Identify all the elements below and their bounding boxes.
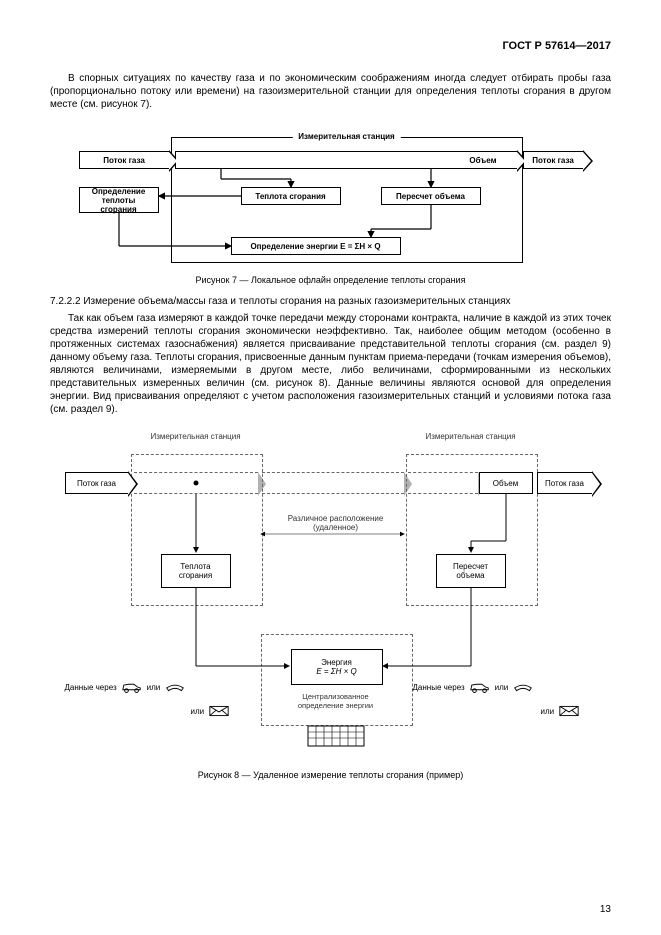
- fig8-center-label: Централизованное определение энергии: [281, 692, 391, 710]
- mail-icon: [558, 704, 580, 718]
- fig7-flow-right-label: Поток газа: [532, 156, 574, 165]
- fig8-energy-label: Энергия: [321, 658, 352, 667]
- fig8-station-label-left: Измерительная станция: [131, 432, 261, 441]
- fig7-vol-box: Пересчет объема: [381, 187, 481, 205]
- page: ГОСТ Р 57614—2017 В спорных ситуациях по…: [0, 0, 661, 935]
- fig8-data-left: Данные через или: [65, 680, 187, 694]
- fig8-caption: Рисунок 8 — Удаленное измерение теплоты …: [50, 770, 611, 780]
- fig7-offline-box: Определение теплоты сгорания: [79, 187, 159, 213]
- fig8-data-right2: или: [541, 704, 581, 718]
- fig7-heat-box: Теплота сгорания: [241, 187, 341, 205]
- fig8-various-label: Различное расположение (удаленное): [271, 514, 401, 532]
- car-icon: [469, 680, 491, 694]
- fig7-flow-right: Поток газа: [523, 151, 583, 169]
- fig7-station-label: Измерительная станция: [292, 132, 400, 141]
- mail-icon: [208, 704, 230, 718]
- fig8-station-label-right: Измерительная станция: [406, 432, 536, 441]
- fig8-flow-out: Поток газа: [537, 472, 593, 494]
- fig7-flow-left: Поток газа: [79, 151, 169, 169]
- fig8-flow-r1: [408, 472, 478, 494]
- building-icon: [306, 724, 366, 748]
- phone-icon: [512, 680, 534, 694]
- figure-7: Измерительная станция Поток газа Объем П…: [71, 119, 591, 269]
- phone-icon: [164, 680, 186, 694]
- fig7-flow-mid-label: Объем: [469, 156, 496, 165]
- car-icon: [121, 680, 143, 694]
- fig8-data-right: Данные через или: [413, 680, 535, 694]
- fig7-flow-mid: Объем: [175, 151, 517, 169]
- page-number: 13: [600, 904, 611, 915]
- fig7-flow-left-label: Поток газа: [103, 156, 145, 165]
- fig8-flow-l2: [134, 472, 258, 494]
- fig8-heat-box: Теплота сгорания: [161, 554, 231, 588]
- fig8-energy-formula: E = ΣH × Q: [316, 667, 356, 676]
- fig8-data-left2: или: [191, 704, 231, 718]
- fig8-flow-in: Поток газа: [65, 472, 129, 494]
- subsection-7222: 7.2.2.2 Измерение объема/массы газа и те…: [50, 295, 611, 308]
- fig8-flow-vol: Объем: [479, 472, 533, 494]
- fig8-vol-box: Пересчет объема: [436, 554, 506, 588]
- paragraph-1-text: В спорных ситуациях по качеству газа и п…: [50, 73, 611, 110]
- paragraph-1: В спорных ситуациях по качеству газа и п…: [50, 72, 611, 111]
- figure-8: Измерительная станция Измерительная стан…: [61, 424, 601, 764]
- paragraph-2: Так как объем газа измеряют в каждой точ…: [50, 312, 611, 416]
- fig7-energy-box: Определение энергии E = ΣH × Q: [231, 237, 401, 255]
- doc-code: ГОСТ Р 57614—2017: [50, 40, 611, 52]
- fig8-energy-box: Энергия E = ΣH × Q: [291, 649, 383, 685]
- fig7-caption: Рисунок 7 — Локальное офлайн определение…: [50, 275, 611, 285]
- fig8-flow-mid: [262, 472, 404, 494]
